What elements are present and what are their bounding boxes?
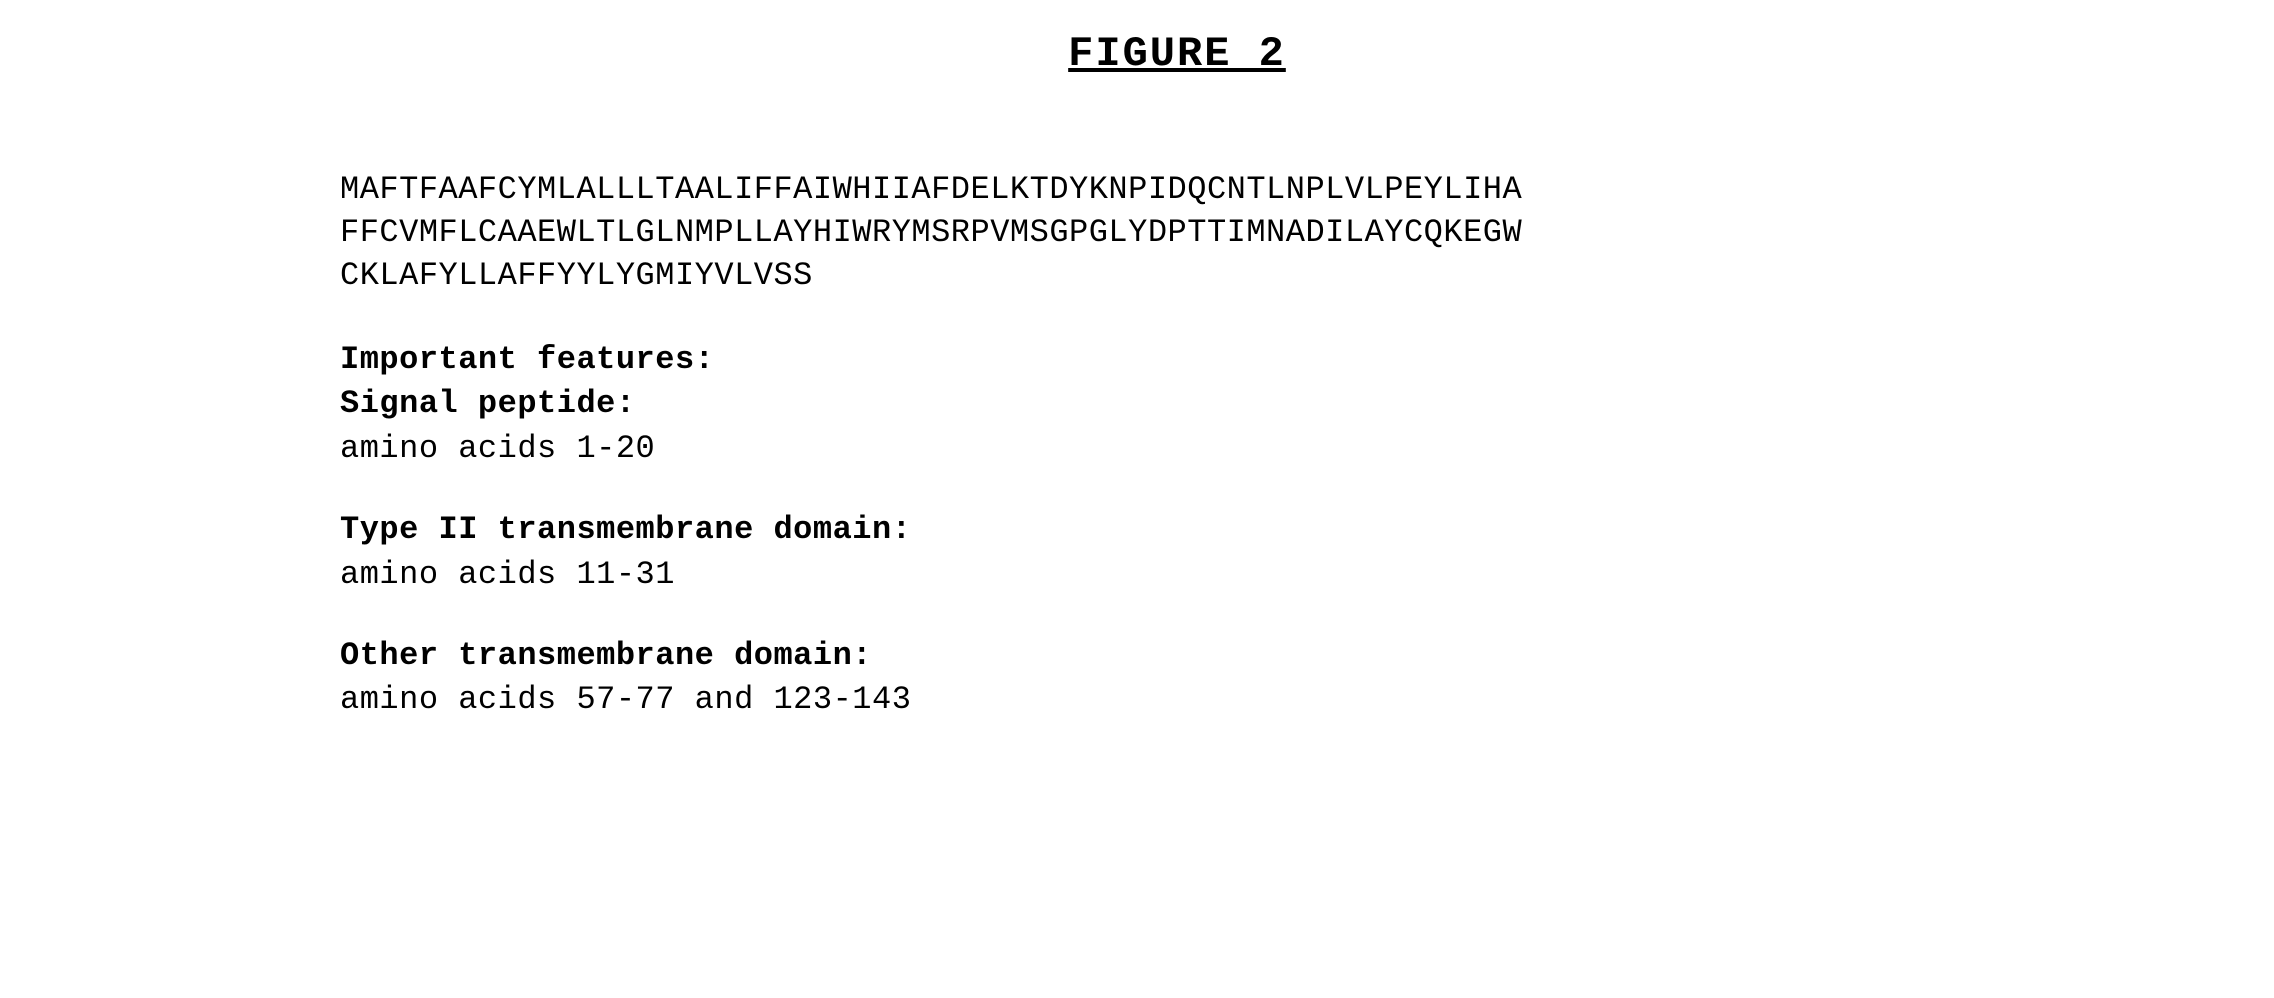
figure-title: FIGURE 2: [420, 30, 1934, 78]
other-transmembrane-label: Other transmembrane domain:: [340, 634, 1934, 679]
type2-transmembrane-section: Type II transmembrane domain: amino acid…: [340, 508, 1934, 598]
protein-sequence: MAFTFAAFCYMLALLLTAALIFFAIWHIIAFDELKTDYKN…: [340, 168, 1934, 298]
sequence-line-2: FFCVMFLCAAEWLTLGLNMPLLAYHIWRYMSRPVMSGPGL…: [340, 214, 1522, 251]
other-transmembrane-section: Other transmembrane domain: amino acids …: [340, 634, 1934, 724]
sequence-line-1: MAFTFAAFCYMLALLLTAALIFFAIWHIIAFDELKTDYKN…: [340, 171, 1522, 208]
other-transmembrane-value: amino acids 57-77 and 123-143: [340, 678, 1934, 723]
sequence-line-3: CKLAFYLLAFFYYLYGMIYVLVSS: [340, 257, 813, 294]
signal-peptide-value: amino acids 1-20: [340, 427, 1934, 472]
features-header-section: Important features: Signal peptide: amin…: [340, 338, 1934, 472]
type2-transmembrane-label: Type II transmembrane domain:: [340, 508, 1934, 553]
figure-container: FIGURE 2 MAFTFAAFCYMLALLLTAALIFFAIWHIIAF…: [0, 0, 2274, 789]
features-header: Important features:: [340, 338, 1934, 383]
type2-transmembrane-value: amino acids 11-31: [340, 553, 1934, 598]
signal-peptide-label: Signal peptide:: [340, 382, 1934, 427]
